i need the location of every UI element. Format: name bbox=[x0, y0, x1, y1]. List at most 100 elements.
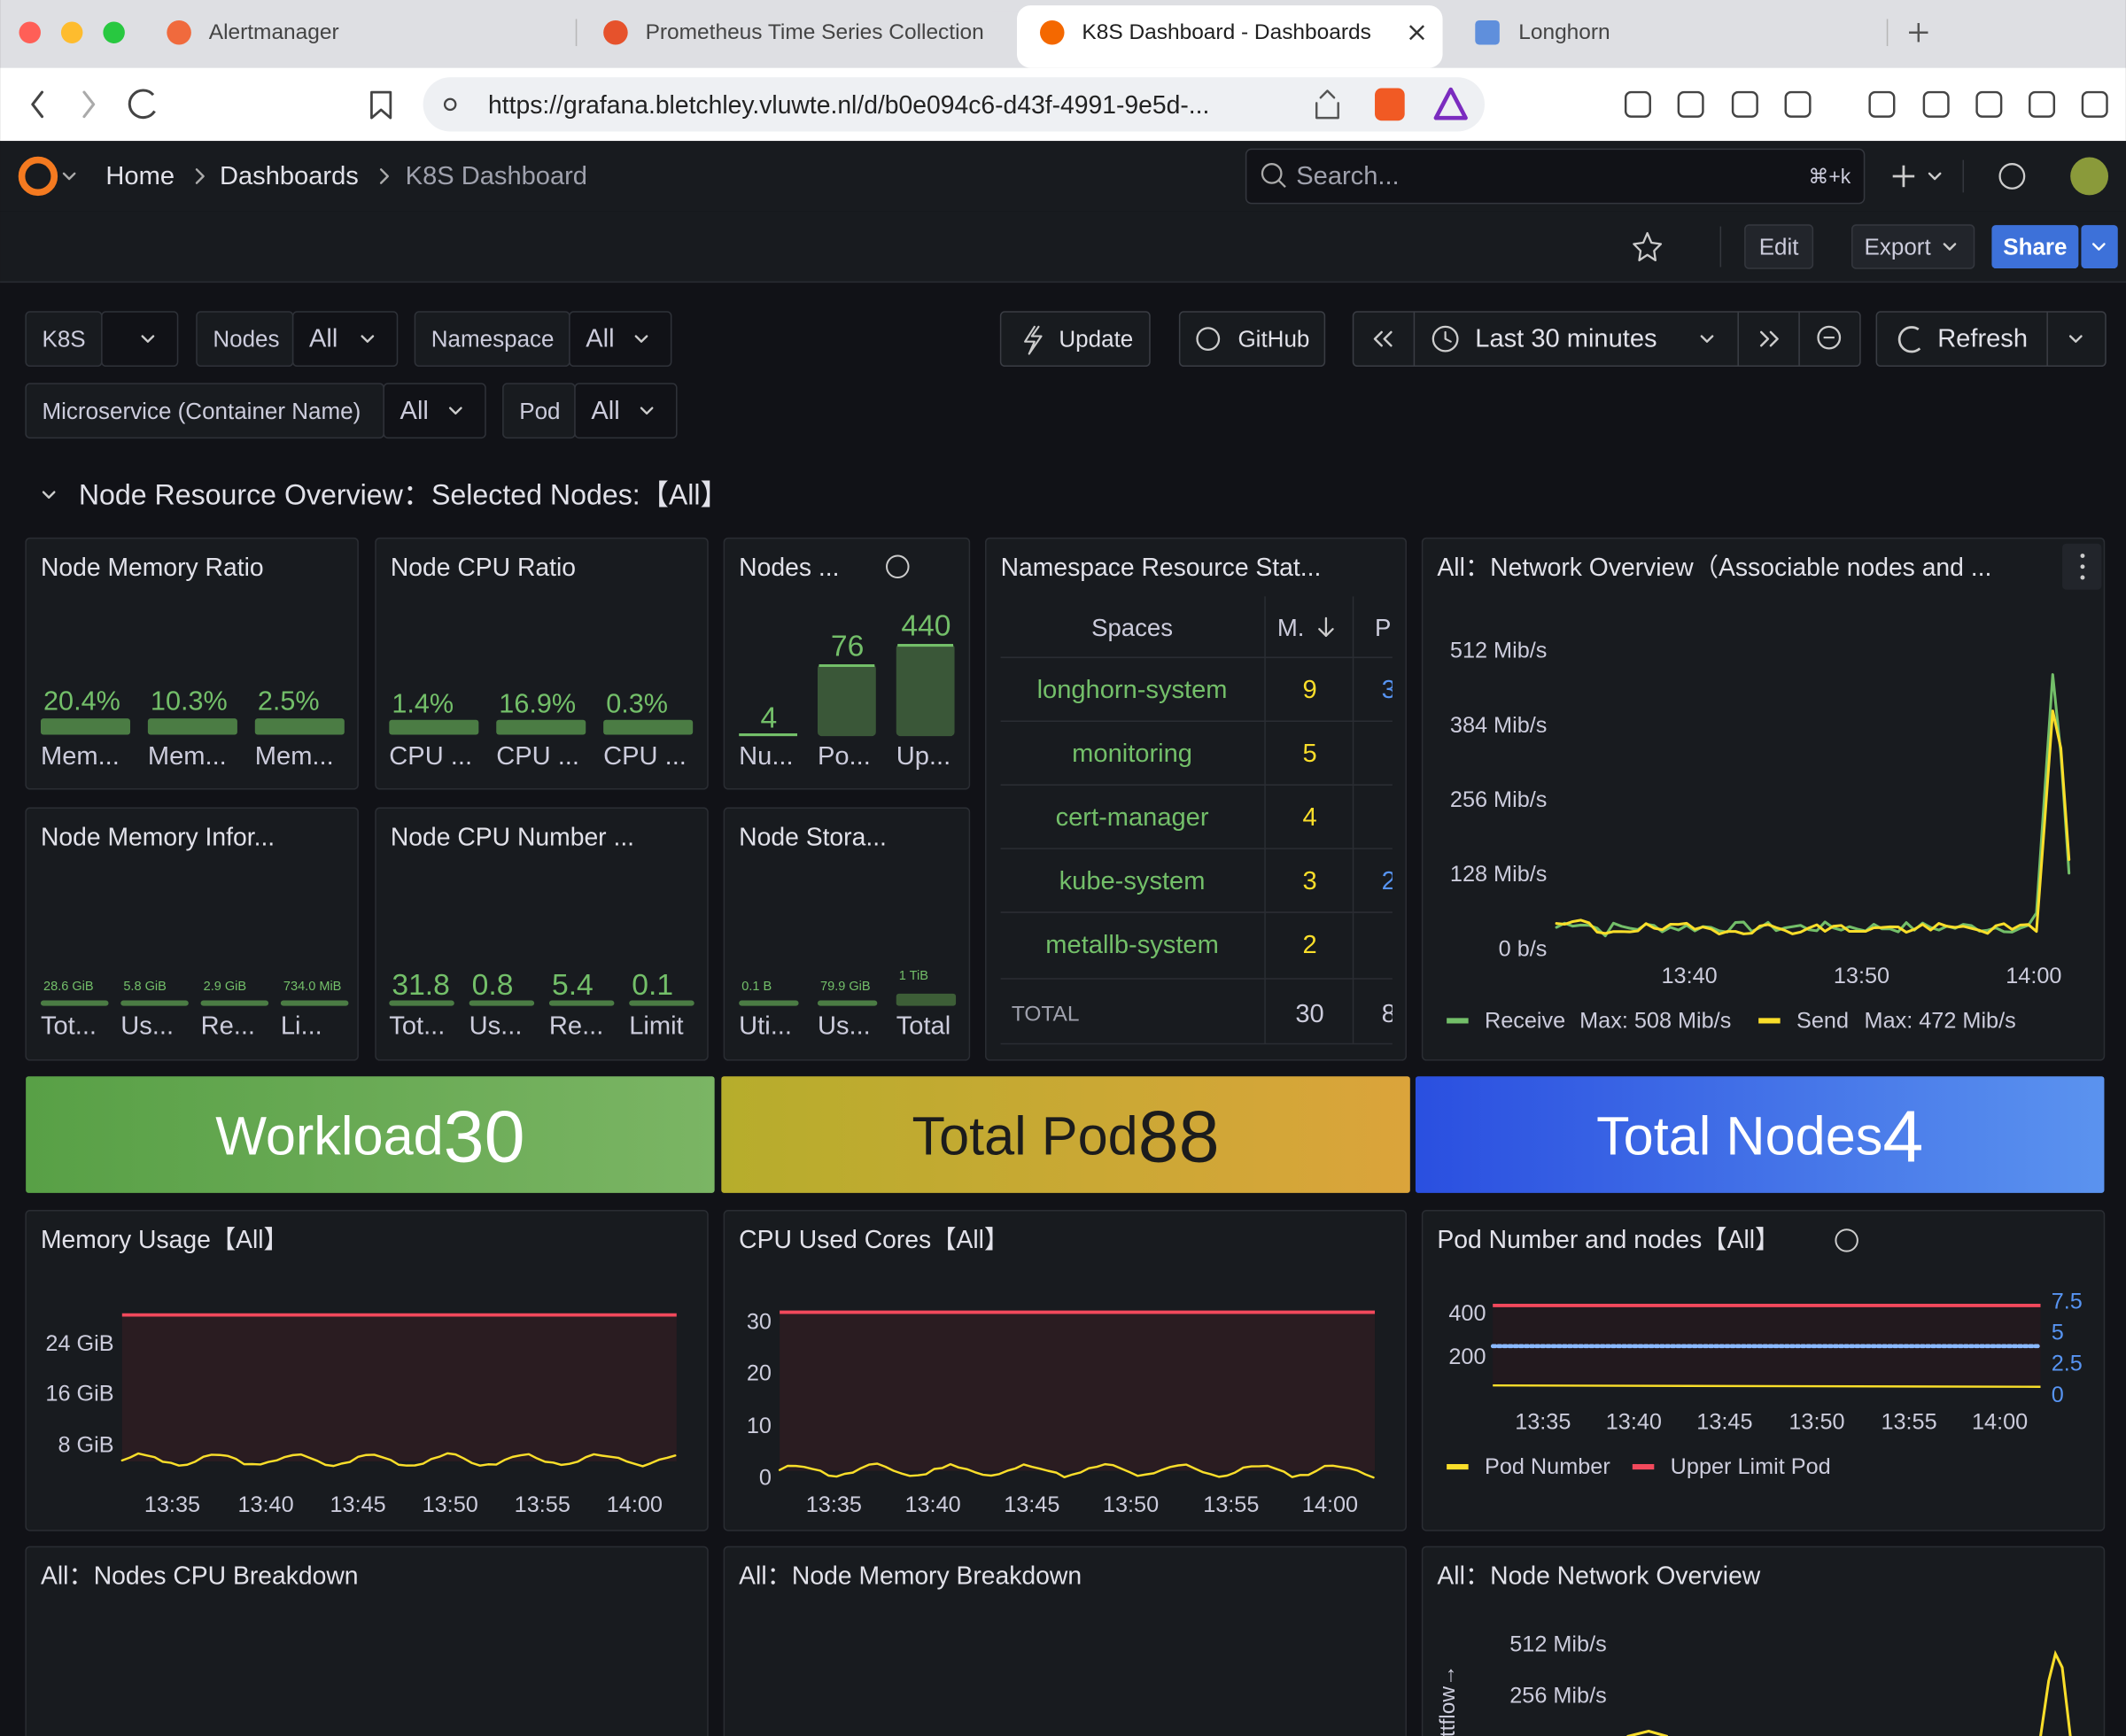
update-button[interactable] bbox=[999, 311, 1151, 368]
gauge-value: 734.0 MiB bbox=[283, 980, 341, 994]
footer-cell: 8 bbox=[1382, 1000, 1396, 1028]
y-tick-label: 256 Mib/s bbox=[1450, 787, 1547, 812]
gauge-bar bbox=[40, 718, 130, 735]
search-shortcut: ⌘+k bbox=[1808, 165, 1851, 188]
button-label[interactable]: Update bbox=[1059, 326, 1133, 353]
breadcrumb[interactable]: Home bbox=[105, 162, 175, 190]
stat-value: 88 bbox=[1138, 1095, 1220, 1177]
gauge-value: 0.1 bbox=[632, 969, 673, 1002]
gauge-bar bbox=[40, 1000, 109, 1006]
share-menu[interactable] bbox=[2081, 225, 2118, 269]
gauge-label: CPU ... bbox=[603, 742, 687, 771]
window-control bbox=[19, 21, 41, 43]
stat-label: Total Pod bbox=[912, 1106, 1137, 1166]
network-line bbox=[2039, 1649, 2072, 1736]
shift-back bbox=[1383, 330, 1393, 347]
gauge-value: 79.9 GiB bbox=[820, 980, 871, 994]
breadcrumb-separator bbox=[379, 168, 390, 184]
gauge-bar bbox=[200, 1000, 269, 1006]
button-label[interactable]: Edit bbox=[1759, 234, 1800, 260]
variable-value[interactable]: All bbox=[586, 325, 614, 353]
legend-stat: Max: 508 Mib/s bbox=[1579, 1008, 1731, 1033]
row-title[interactable]: Node Resource Overview：Selected Nodes:【A… bbox=[79, 479, 729, 511]
edit-button[interactable] bbox=[1744, 224, 1814, 269]
x-tick-label: 13:35 bbox=[806, 1492, 862, 1517]
variable-select[interactable] bbox=[574, 383, 678, 439]
variable-select[interactable] bbox=[101, 311, 179, 368]
sort-arrow bbox=[1318, 628, 1334, 637]
info-icon bbox=[1835, 1228, 1858, 1252]
y-tick-label: 512 Mib/s bbox=[1509, 1632, 1606, 1657]
x-tick-label: 13:50 bbox=[423, 1492, 478, 1517]
stat-panel bbox=[26, 1076, 715, 1193]
button-label[interactable]: Export bbox=[1865, 234, 1932, 260]
legend-label: Send bbox=[1796, 1008, 1849, 1033]
used-line bbox=[120, 1452, 677, 1468]
gauge-value: 0.3% bbox=[606, 688, 668, 718]
search-placeholder[interactable]: Search... bbox=[1296, 162, 1399, 190]
cell: 5 bbox=[1302, 740, 1316, 768]
variable-value[interactable]: All bbox=[591, 397, 619, 425]
y-tick-label: 400 bbox=[1448, 1301, 1486, 1326]
column-header[interactable]: M. bbox=[1277, 614, 1305, 641]
variable-select[interactable] bbox=[291, 311, 399, 368]
variable-label: Pod bbox=[519, 398, 560, 424]
gauge-value: 20.4% bbox=[43, 686, 120, 716]
search-icon bbox=[1261, 163, 1283, 184]
tab-title[interactable]: Longhorn bbox=[1518, 20, 1610, 44]
panel bbox=[25, 1546, 709, 1736]
refresh-button[interactable] bbox=[1875, 311, 2107, 368]
window-control bbox=[103, 21, 125, 43]
breadcrumb: K8S Dashboard bbox=[406, 162, 587, 190]
button-label[interactable]: GitHub bbox=[1238, 326, 1309, 353]
time-range[interactable]: Last 30 minutes bbox=[1475, 325, 1657, 353]
gauge-label: Mem... bbox=[255, 742, 334, 771]
github-button[interactable] bbox=[1178, 311, 1326, 368]
panel bbox=[984, 537, 1407, 1061]
brave-icon bbox=[1375, 88, 1405, 121]
tab-title[interactable]: Alertmanager bbox=[209, 20, 339, 44]
stat-text: Total Pod88 bbox=[912, 1095, 1219, 1177]
tab-title[interactable]: K8S Dashboard - Dashboards bbox=[1082, 20, 1370, 44]
menu-dot bbox=[2080, 554, 2085, 558]
url[interactable]: https://grafana.bletchley.vluwte.nl/d/b0… bbox=[488, 90, 1209, 119]
shift-forward bbox=[1759, 330, 1770, 347]
share-button[interactable] bbox=[1991, 225, 2079, 269]
y-tick-label: 16 GiB bbox=[45, 1381, 113, 1406]
refresh-label[interactable]: Refresh bbox=[1937, 325, 2028, 353]
active-tab bbox=[1016, 5, 1443, 68]
variable-label: K8S bbox=[43, 326, 86, 353]
x-tick-label: 13:40 bbox=[1662, 964, 1718, 988]
star-icon bbox=[1633, 232, 1663, 262]
zoom-out bbox=[1817, 325, 1842, 350]
y-tick-label: 128 Mib/s bbox=[1450, 862, 1547, 887]
variable-value[interactable]: All bbox=[309, 325, 338, 353]
gauge-label: Po... bbox=[818, 742, 871, 771]
limit-area bbox=[121, 1314, 677, 1461]
tab-close bbox=[1408, 25, 1424, 41]
gauge-bar bbox=[469, 1000, 535, 1006]
time-picker[interactable] bbox=[1352, 311, 1861, 368]
panel-title: All：Node Network Overview bbox=[1437, 1561, 1760, 1589]
variable-select[interactable] bbox=[569, 311, 672, 368]
menu-dot bbox=[2080, 564, 2085, 570]
variable-label: Namespace bbox=[431, 326, 555, 353]
x-tick-label: 14:00 bbox=[607, 1492, 663, 1517]
breadcrumb[interactable]: Dashboards bbox=[220, 162, 359, 190]
button-label[interactable]: Share bbox=[2003, 234, 2067, 260]
variable-select[interactable] bbox=[383, 383, 486, 439]
variable-value[interactable]: All bbox=[400, 397, 429, 425]
toolbar-icon bbox=[1922, 90, 1950, 118]
x-tick-label: 13:35 bbox=[144, 1492, 200, 1517]
tab-title[interactable]: Prometheus Time Series Collection bbox=[646, 20, 984, 44]
chevron bbox=[2091, 243, 2106, 251]
site-settings bbox=[443, 97, 457, 112]
url-field bbox=[423, 77, 1485, 132]
gauge-label: Uti... bbox=[739, 1012, 792, 1041]
panel-title: Node CPU Number ... bbox=[391, 822, 634, 850]
panel bbox=[375, 807, 709, 1061]
cell: 3 bbox=[1302, 867, 1316, 895]
toolbar-icon bbox=[2029, 90, 2056, 118]
export-button[interactable] bbox=[1851, 224, 1975, 269]
